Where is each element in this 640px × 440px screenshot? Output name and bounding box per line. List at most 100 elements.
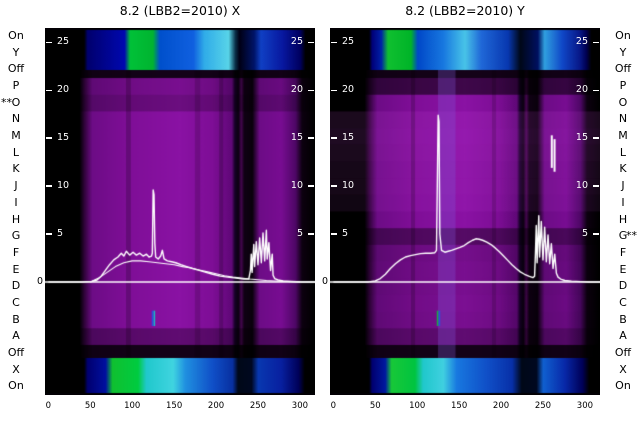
y-tick-mark: [308, 41, 314, 44]
side-label-left-h: H: [11, 212, 21, 226]
y-tick-mark: [593, 89, 599, 92]
side-label-left-n: N: [11, 112, 21, 126]
y-tick-label: 5: [581, 227, 588, 239]
y-tick-label: 5: [57, 227, 64, 239]
side-label-right-c: C: [619, 295, 627, 309]
side-label-right-g: G **: [610, 228, 637, 245]
x-tick-label: 150: [166, 401, 183, 411]
side-label-left-f: F: [12, 245, 20, 259]
x-tick-label: 150: [451, 401, 468, 411]
side-label-right-x: X: [619, 362, 627, 376]
x-tick-label: 0: [330, 401, 337, 411]
side-label-left-m: M: [11, 129, 21, 143]
x-tick-label: 100: [124, 401, 141, 411]
y-tick-label: 15: [290, 131, 303, 143]
y-tick-mark: [331, 137, 337, 139]
y-tick-mark: [593, 137, 599, 139]
y-tick-mark: [308, 233, 314, 235]
side-label-right-on: On: [615, 379, 631, 393]
y-tick-mark: [331, 89, 337, 92]
y-tick-label: 15: [342, 131, 355, 143]
side-label-left-p: P: [12, 79, 20, 93]
y-tick-label: 5: [342, 227, 349, 239]
y-tick-mark: [46, 89, 52, 92]
side-label-right-d: D: [618, 279, 628, 293]
y-tick-label: 5: [296, 227, 303, 239]
side-label-left-b: B: [12, 312, 20, 326]
side-label-left-off: Off: [7, 62, 25, 76]
y-tick-label: 25: [575, 35, 588, 47]
y-tick-mark: [46, 41, 52, 44]
side-label-left-j: J: [14, 179, 18, 193]
y-tick-mark: [46, 137, 52, 139]
side-label-right-p: P: [619, 79, 627, 93]
side-label-right-y: Y: [619, 45, 627, 59]
side-label-left-l: L: [12, 145, 20, 159]
side-label-left-e: E: [12, 262, 20, 276]
y-tick-label: 10: [57, 179, 70, 191]
y-zero-label-right: 0: [321, 276, 328, 287]
side-label-right-n: N: [618, 112, 628, 126]
y-tick-label: 20: [57, 83, 70, 95]
side-label-right-o: O: [618, 95, 628, 109]
y-tick-label: 20: [290, 83, 303, 95]
side-label-right-e: E: [619, 262, 627, 276]
y-tick-mark: [308, 185, 314, 187]
selected-row-marker-right: **: [626, 229, 637, 243]
x-tick-label: 250: [534, 401, 552, 411]
y-tick-label: 20: [575, 83, 588, 95]
side-label-right-m: M: [618, 129, 628, 143]
x-tick-label: 250: [249, 401, 267, 411]
x-tick-label: 100: [409, 401, 426, 411]
side-label-right-l: L: [619, 145, 627, 159]
x-tick-label: 50: [369, 401, 381, 411]
side-label-right-f: F: [619, 245, 627, 259]
side-label-left-a: A: [12, 329, 20, 343]
right-panel: 25 25 20 20 15 15 10 10 5 5: [330, 28, 600, 395]
side-label-left-d: D: [11, 279, 21, 293]
side-label-right-on: On: [615, 29, 631, 42]
y-zero-label-left: 0: [36, 276, 43, 287]
side-label-left-on: On: [8, 29, 24, 42]
y-tick-mark: [308, 137, 314, 139]
side-label-right-off: Off: [614, 62, 632, 76]
side-label-right-a: A: [619, 329, 627, 343]
side-label-left-x: X: [12, 362, 20, 376]
y-tick-mark: [46, 233, 52, 235]
y-tick-label: 15: [57, 131, 70, 143]
y-tick-mark: [308, 89, 314, 92]
left-panel-title: 8.2 (LBB2=2010) X: [119, 3, 241, 18]
y-tick-label: 20: [342, 83, 355, 95]
y-tick-label: 10: [575, 179, 588, 191]
selected-row-marker-left: **: [1, 95, 12, 109]
right-panel-title: 8.2 (LBB2=2010) Y: [405, 3, 525, 18]
side-label-left-c: C: [12, 295, 20, 309]
x-tick-label: 200: [492, 401, 510, 411]
side-label-left-on: On: [8, 379, 24, 393]
y-tick-mark: [593, 41, 599, 44]
x-tick-label: 50: [84, 401, 96, 411]
side-label-right-off: Off: [614, 345, 632, 359]
x-tick-label: 300: [576, 401, 594, 411]
x-tick-label: 0: [45, 401, 52, 411]
side-label-left-off: Off: [7, 345, 25, 359]
y-tick-mark: [593, 185, 599, 187]
side-label-left-g: G: [11, 229, 21, 243]
side-label-right-k: K: [619, 162, 627, 176]
side-label-right-b: B: [619, 312, 627, 326]
x-tick-label: 300: [291, 401, 309, 411]
y-tick-mark: [46, 185, 52, 187]
y-tick-label: 25: [57, 35, 70, 47]
right-heatmap-canvas: [330, 28, 600, 395]
y-tick-mark: [593, 233, 599, 235]
side-label-left-o: O **: [0, 95, 32, 112]
y-tick-label: 15: [575, 131, 588, 143]
y-tick-label: 25: [290, 35, 303, 47]
x-tick-label: 200: [207, 401, 225, 411]
y-tick-label: 25: [342, 35, 355, 47]
y-tick-mark: [331, 41, 337, 44]
side-label-left-i: I: [14, 195, 18, 209]
left-heatmap-canvas: [45, 28, 315, 395]
left-panel: 25 25 20 20 15 15 10 10 5 5: [45, 28, 315, 395]
